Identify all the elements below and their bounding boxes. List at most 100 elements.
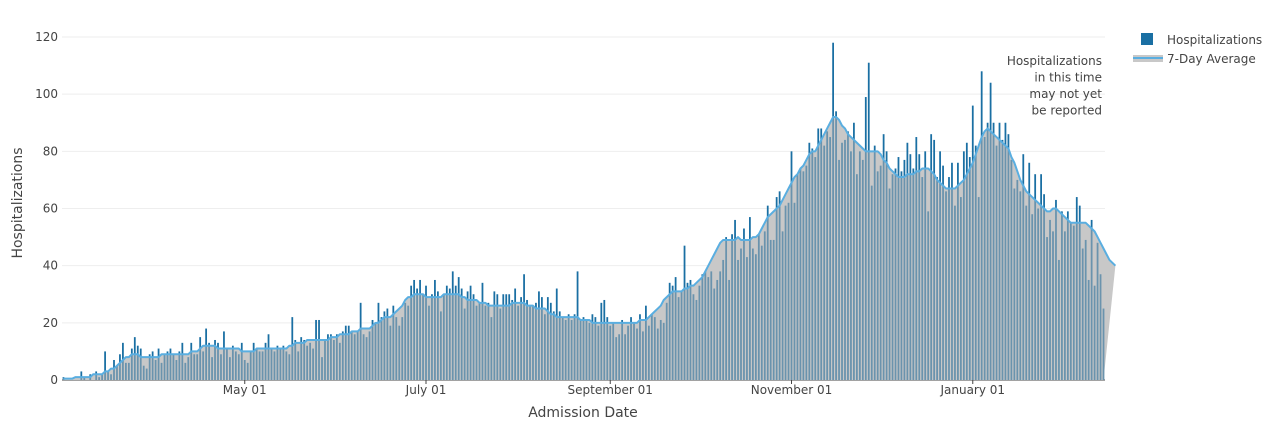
bar[interactable]	[805, 165, 808, 381]
bar-top[interactable]	[208, 342, 210, 346]
bar-top[interactable]	[469, 285, 472, 300]
bar-top[interactable]	[558, 311, 561, 318]
bar[interactable]	[959, 197, 962, 380]
bar-top[interactable]	[573, 314, 576, 318]
bar[interactable]	[502, 305, 505, 380]
bar-top[interactable]	[555, 288, 558, 318]
bar[interactable]	[297, 351, 300, 380]
bar-top[interactable]	[912, 168, 915, 175]
bar[interactable]	[439, 311, 442, 380]
bar[interactable]	[983, 137, 986, 380]
bar-top[interactable]	[639, 314, 641, 320]
bar-top[interactable]	[1004, 122, 1007, 146]
bar[interactable]	[645, 319, 647, 380]
bar-top[interactable]	[133, 337, 136, 355]
bar-top[interactable]	[1043, 194, 1045, 209]
bar-top[interactable]	[1022, 154, 1025, 186]
bar[interactable]	[647, 325, 650, 380]
bar[interactable]	[196, 354, 199, 380]
bar-top[interactable]	[1040, 174, 1042, 206]
bar-top[interactable]	[951, 162, 953, 189]
bar-top[interactable]	[410, 285, 413, 298]
bar[interactable]	[327, 339, 329, 380]
bar[interactable]	[873, 151, 876, 380]
bar[interactable]	[998, 139, 1001, 380]
bar[interactable]	[356, 331, 359, 380]
bar[interactable]	[368, 331, 371, 380]
bar[interactable]	[312, 348, 314, 380]
bar[interactable]	[116, 365, 118, 380]
bar[interactable]	[787, 202, 790, 380]
bar[interactable]	[511, 302, 514, 380]
bar[interactable]	[665, 302, 668, 380]
bar[interactable]	[466, 299, 469, 380]
bar[interactable]	[428, 305, 430, 380]
bar[interactable]	[107, 371, 109, 380]
bar[interactable]	[823, 145, 826, 380]
bar[interactable]	[603, 322, 606, 380]
bar[interactable]	[543, 314, 546, 380]
bar[interactable]	[463, 308, 466, 380]
bar[interactable]	[888, 188, 891, 380]
bar[interactable]	[294, 342, 297, 380]
bar-top[interactable]	[621, 319, 624, 323]
bar[interactable]	[1087, 279, 1090, 380]
bar[interactable]	[249, 351, 252, 380]
bar[interactable]	[526, 305, 528, 380]
bar[interactable]	[844, 139, 846, 380]
bar[interactable]	[350, 331, 353, 380]
bar-top[interactable]	[998, 122, 1001, 140]
bar[interactable]	[359, 328, 362, 380]
bar[interactable]	[347, 334, 350, 380]
bar[interactable]	[612, 322, 615, 380]
bar-top[interactable]	[502, 294, 505, 306]
bar-top[interactable]	[315, 319, 317, 340]
bar[interactable]	[609, 325, 612, 380]
bar[interactable]	[267, 348, 270, 380]
bar[interactable]	[1084, 239, 1087, 380]
bar[interactable]	[933, 174, 936, 380]
bar[interactable]	[499, 308, 502, 380]
bar[interactable]	[618, 334, 621, 380]
bar[interactable]	[181, 354, 184, 380]
bar-top[interactable]	[371, 319, 374, 326]
bar[interactable]	[532, 305, 534, 380]
bar-top[interactable]	[508, 294, 511, 306]
bar-top[interactable]	[493, 291, 496, 306]
bar[interactable]	[475, 305, 478, 380]
bar[interactable]	[226, 348, 228, 380]
bar[interactable]	[680, 291, 683, 380]
bar[interactable]	[535, 308, 537, 380]
bar[interactable]	[214, 345, 216, 380]
bar-top[interactable]	[918, 154, 921, 172]
bar[interactable]	[321, 357, 323, 380]
bar[interactable]	[903, 177, 906, 380]
bar[interactable]	[80, 377, 83, 380]
bar[interactable]	[555, 317, 558, 380]
bar[interactable]	[775, 208, 778, 381]
bar-top[interactable]	[606, 317, 609, 323]
bar[interactable]	[760, 245, 763, 380]
bar[interactable]	[992, 134, 995, 380]
bar-top[interactable]	[267, 334, 270, 349]
bar[interactable]	[285, 351, 288, 380]
bar[interactable]	[451, 294, 454, 380]
bar-top[interactable]	[835, 111, 837, 118]
bar[interactable]	[912, 174, 915, 380]
bar[interactable]	[344, 334, 347, 380]
bar-top[interactable]	[413, 279, 416, 295]
bar-top[interactable]	[80, 371, 83, 378]
bar[interactable]	[564, 319, 567, 380]
bar[interactable]	[136, 354, 139, 380]
bar[interactable]	[683, 288, 686, 380]
bar[interactable]	[951, 188, 953, 380]
bar[interactable]	[778, 205, 781, 380]
bar[interactable]	[591, 322, 594, 380]
bar[interactable]	[698, 285, 701, 380]
bar[interactable]	[1055, 208, 1057, 381]
bar-top[interactable]	[541, 297, 543, 309]
bar[interactable]	[882, 159, 885, 380]
bar-top[interactable]	[968, 157, 971, 169]
bar[interactable]	[734, 239, 736, 380]
bar[interactable]	[407, 305, 410, 380]
